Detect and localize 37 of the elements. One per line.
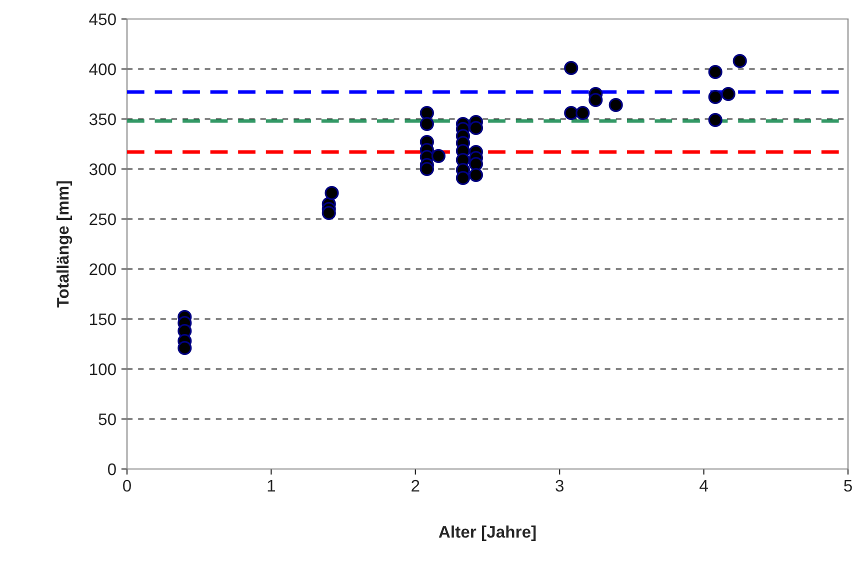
y-tick-label: 50 xyxy=(98,413,116,426)
point xyxy=(564,106,578,120)
point xyxy=(322,206,336,220)
point xyxy=(468,120,484,136)
point xyxy=(324,186,339,200)
y-tick-label: 300 xyxy=(89,163,116,176)
y-tick-label: 150 xyxy=(90,313,116,326)
point xyxy=(608,98,623,112)
x-tick-label: 5 xyxy=(844,480,852,492)
point xyxy=(468,168,484,182)
point xyxy=(708,112,722,128)
point xyxy=(721,86,736,102)
x-tick-label: 2 xyxy=(412,480,420,492)
y-tick-label: 450 xyxy=(89,13,116,26)
x-tick-label: 4 xyxy=(700,480,708,492)
point xyxy=(456,170,470,186)
point xyxy=(178,340,192,356)
x-axis-title: Alter [Jahre] xyxy=(438,526,536,542)
y-tick-label: 350 xyxy=(89,113,116,126)
point xyxy=(588,92,603,108)
x-tick-label: 3 xyxy=(556,480,564,492)
point xyxy=(708,90,722,104)
y-tick-label: 250 xyxy=(90,213,116,226)
point xyxy=(708,64,722,80)
y-tick-label: 0 xyxy=(108,463,116,476)
point xyxy=(732,54,747,68)
point xyxy=(576,106,590,120)
x-tick-label: 0 xyxy=(123,480,131,492)
y-tick-label: 200 xyxy=(90,263,116,276)
point xyxy=(420,162,434,176)
x-tick-label: 1 xyxy=(268,480,276,492)
point xyxy=(431,148,446,164)
y-axis-title: Totallänge [mm] xyxy=(56,181,72,308)
y-tick-label: 100 xyxy=(90,363,116,376)
y-tick-label: 400 xyxy=(89,63,116,76)
point xyxy=(420,116,434,132)
point xyxy=(564,60,578,76)
